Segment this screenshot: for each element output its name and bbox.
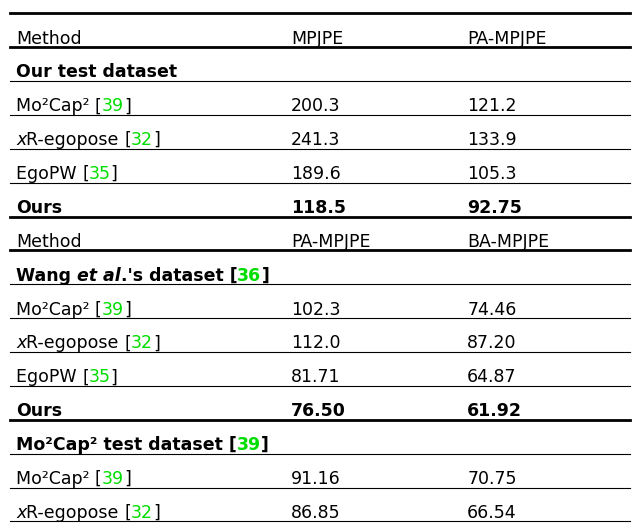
Text: 133.9: 133.9 [467, 131, 517, 149]
Text: 102.3: 102.3 [291, 301, 340, 319]
Text: ]: ] [153, 504, 160, 522]
Text: PA-MPJPE: PA-MPJPE [467, 30, 547, 48]
Text: Method: Method [16, 30, 82, 48]
Text: 91.16: 91.16 [291, 470, 341, 488]
Text: [: [ [124, 335, 131, 353]
Text: [: [ [82, 369, 89, 387]
Text: ]: ] [124, 301, 131, 319]
Text: [: [ [95, 97, 102, 115]
Text: 39: 39 [102, 301, 124, 319]
Text: 39: 39 [237, 436, 261, 454]
Text: 241.3: 241.3 [291, 131, 340, 149]
Text: R-egopose: R-egopose [26, 335, 124, 353]
Text: ]: ] [153, 131, 160, 149]
Text: [: [ [95, 470, 102, 488]
Text: 112.0: 112.0 [291, 335, 340, 353]
Text: R-egopose: R-egopose [26, 131, 124, 149]
Text: 64.87: 64.87 [467, 369, 516, 387]
Text: x: x [16, 131, 26, 149]
Text: [: [ [82, 165, 89, 183]
Text: Ours: Ours [16, 402, 62, 420]
Text: EgoPW: EgoPW [16, 165, 82, 183]
Text: Our test dataset: Our test dataset [16, 63, 177, 81]
Text: [: [ [95, 301, 102, 319]
Text: PA-MPJPE: PA-MPJPE [291, 233, 371, 251]
Text: Mo²Cap²: Mo²Cap² [16, 470, 95, 488]
Text: 35: 35 [89, 165, 111, 183]
Text: ]: ] [124, 97, 131, 115]
Text: 189.6: 189.6 [291, 165, 341, 183]
Text: et al: et al [77, 267, 121, 285]
Text: 86.85: 86.85 [291, 504, 341, 522]
Text: x: x [16, 504, 26, 522]
Text: [: [ [124, 504, 131, 522]
Text: 76.50: 76.50 [291, 402, 346, 420]
Text: 70.75: 70.75 [467, 470, 516, 488]
Text: ]: ] [124, 470, 131, 488]
Text: x: x [16, 335, 26, 353]
Text: 35: 35 [89, 369, 111, 387]
Text: 92.75: 92.75 [467, 199, 522, 217]
Text: BA-MPJPE: BA-MPJPE [467, 233, 549, 251]
Text: 66.54: 66.54 [467, 504, 517, 522]
Text: Method: Method [16, 233, 82, 251]
Text: 74.46: 74.46 [467, 301, 516, 319]
Text: R-egopose: R-egopose [26, 504, 124, 522]
Text: 121.2: 121.2 [467, 97, 516, 115]
Text: 87.20: 87.20 [467, 335, 516, 353]
Text: 61.92: 61.92 [467, 402, 522, 420]
Text: Mo²Cap² test dataset [: Mo²Cap² test dataset [ [16, 436, 237, 454]
Text: ]: ] [111, 369, 118, 387]
Text: [: [ [124, 131, 131, 149]
Text: Mo²Cap²: Mo²Cap² [16, 301, 95, 319]
Text: 200.3: 200.3 [291, 97, 340, 115]
Text: Ours: Ours [16, 199, 62, 217]
Text: EgoPW: EgoPW [16, 369, 82, 387]
Text: 105.3: 105.3 [467, 165, 516, 183]
Text: 36: 36 [237, 267, 262, 285]
Text: MPJPE: MPJPE [291, 30, 344, 48]
Text: 118.5: 118.5 [291, 199, 346, 217]
Text: 39: 39 [102, 97, 124, 115]
Text: 32: 32 [131, 504, 153, 522]
Text: 81.71: 81.71 [291, 369, 340, 387]
Text: 39: 39 [102, 470, 124, 488]
Text: 32: 32 [131, 335, 153, 353]
Text: ]: ] [261, 436, 269, 454]
Text: 32: 32 [131, 131, 153, 149]
Text: ]: ] [111, 165, 118, 183]
Text: Wang: Wang [16, 267, 77, 285]
Text: Mo²Cap²: Mo²Cap² [16, 97, 95, 115]
Text: ]: ] [262, 267, 269, 285]
Text: ]: ] [153, 335, 160, 353]
Text: .'s dataset [: .'s dataset [ [121, 267, 237, 285]
